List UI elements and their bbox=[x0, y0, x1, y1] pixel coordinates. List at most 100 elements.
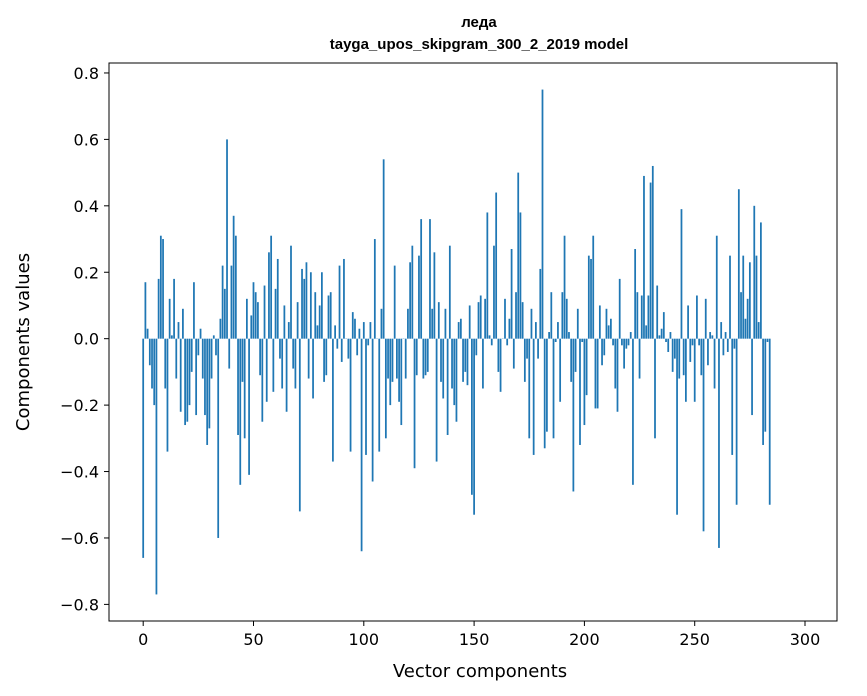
bar bbox=[733, 338, 736, 349]
bar bbox=[466, 338, 469, 386]
bar bbox=[673, 338, 676, 359]
bar bbox=[554, 338, 557, 342]
bar bbox=[360, 338, 363, 552]
bar bbox=[206, 338, 209, 445]
bar bbox=[724, 332, 727, 339]
bar bbox=[459, 318, 462, 339]
bar bbox=[250, 315, 253, 339]
bar bbox=[543, 338, 546, 449]
y-axis-ticks: −0.8 −0.6 −0.4 −0.2 0.0 0.2 0.4 0.6 0.8 bbox=[60, 64, 109, 614]
bar bbox=[561, 292, 564, 339]
bar bbox=[221, 265, 224, 339]
bar bbox=[411, 245, 414, 339]
bar bbox=[486, 212, 489, 339]
bar bbox=[347, 338, 350, 359]
bar bbox=[179, 338, 182, 412]
bar bbox=[643, 175, 645, 339]
bar bbox=[649, 182, 652, 339]
bar bbox=[228, 338, 231, 369]
bar bbox=[696, 295, 698, 339]
bar bbox=[232, 215, 235, 339]
bar bbox=[340, 338, 343, 362]
bar bbox=[645, 325, 648, 339]
bar bbox=[323, 338, 325, 382]
bar bbox=[184, 338, 186, 426]
bar bbox=[204, 338, 206, 416]
x-tick-label: 300 bbox=[790, 630, 821, 649]
bar bbox=[440, 338, 442, 382]
bar bbox=[301, 268, 303, 339]
bar bbox=[451, 338, 453, 389]
x-tick-label: 150 bbox=[459, 630, 490, 649]
bar bbox=[239, 338, 242, 485]
bar bbox=[515, 292, 517, 339]
bar bbox=[305, 262, 308, 339]
bar bbox=[380, 308, 383, 339]
bar bbox=[680, 209, 683, 339]
bar bbox=[431, 308, 434, 339]
bar bbox=[495, 192, 498, 339]
bar bbox=[426, 338, 429, 372]
bar bbox=[760, 222, 762, 339]
bar bbox=[151, 338, 153, 389]
bar bbox=[290, 245, 292, 339]
bar bbox=[614, 338, 617, 389]
bar bbox=[607, 325, 610, 339]
bar bbox=[479, 295, 482, 339]
bar bbox=[223, 288, 226, 339]
chart-title: леда bbox=[461, 14, 497, 31]
bar bbox=[188, 338, 191, 406]
bar bbox=[217, 338, 220, 538]
bar bbox=[437, 302, 440, 339]
bar bbox=[373, 239, 376, 339]
bar bbox=[257, 302, 259, 339]
bar bbox=[175, 338, 178, 379]
bar bbox=[702, 338, 705, 532]
bar bbox=[285, 338, 288, 412]
y-tick-label: 0.0 bbox=[74, 330, 99, 349]
bar bbox=[669, 332, 672, 339]
bar bbox=[173, 278, 175, 339]
bar bbox=[621, 338, 623, 346]
bar bbox=[234, 235, 237, 339]
bar bbox=[279, 338, 281, 359]
bar bbox=[693, 338, 696, 402]
bar bbox=[248, 338, 250, 475]
bar bbox=[550, 292, 553, 339]
bar-series bbox=[142, 89, 771, 595]
bar bbox=[243, 338, 246, 439]
bar bbox=[254, 292, 257, 339]
bar bbox=[201, 338, 204, 379]
bar bbox=[700, 338, 703, 376]
bar bbox=[276, 258, 279, 339]
bar bbox=[682, 338, 685, 376]
bar bbox=[654, 338, 656, 439]
bar bbox=[627, 338, 630, 346]
bar bbox=[210, 338, 213, 379]
bar bbox=[563, 235, 566, 339]
bar bbox=[718, 338, 720, 548]
bar bbox=[753, 205, 756, 339]
bar bbox=[722, 338, 725, 356]
bar bbox=[475, 338, 478, 356]
y-tick-label: −0.2 bbox=[60, 396, 99, 415]
bar bbox=[537, 338, 539, 359]
bar bbox=[508, 318, 511, 339]
bar bbox=[685, 338, 687, 402]
bar bbox=[704, 298, 707, 339]
bar bbox=[512, 338, 515, 369]
bar bbox=[164, 338, 167, 389]
bar bbox=[241, 338, 244, 382]
bar bbox=[215, 338, 217, 356]
bar bbox=[327, 295, 330, 339]
bar bbox=[159, 235, 162, 339]
bar bbox=[265, 338, 268, 402]
bar bbox=[579, 338, 581, 445]
bar bbox=[274, 288, 277, 339]
bar bbox=[534, 322, 537, 339]
bar bbox=[190, 338, 193, 372]
bar bbox=[477, 302, 480, 339]
bar bbox=[707, 338, 709, 366]
bar bbox=[193, 282, 195, 339]
bar bbox=[433, 252, 436, 339]
